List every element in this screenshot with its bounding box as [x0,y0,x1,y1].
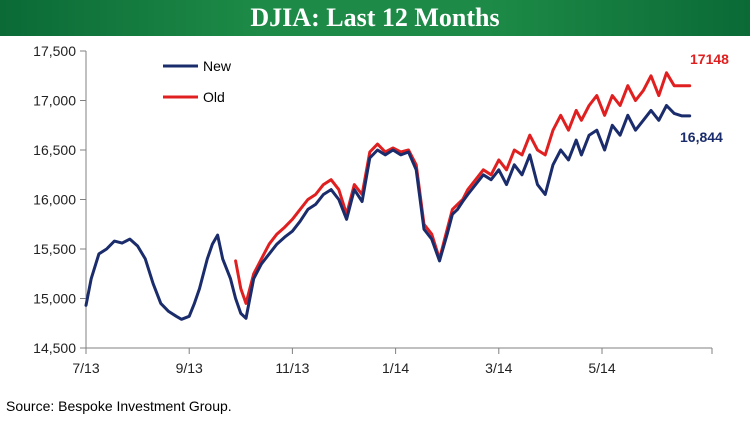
chart-title: DJIA: Last 12 Months [0,0,750,36]
series-group [84,71,692,321]
legend-label-old: Old [203,89,225,105]
x-tick-label: 3/14 [485,360,512,376]
legend-label-new: New [203,58,232,74]
y-tick-label: 15,500 [33,241,76,257]
y-tick-label: 16,000 [33,192,76,208]
end-label-old: 17148 [690,51,729,67]
x-tick-label: 5/14 [588,360,615,376]
y-tick-label: 16,500 [33,142,76,158]
series-line-new [84,104,692,321]
x-tick-label: 9/13 [176,360,203,376]
source-note: Source: Bespoke Investment Group. [6,398,232,414]
series-line-old [234,71,692,305]
y-axis-group: 14,500 15,000 15,500 16,000 16,500 17,000 17,5… [33,43,87,356]
x-tick-label: 1/14 [382,360,409,376]
x-axis-group: 7/13 9/13 11/13 1/14 3/14 5/14 [72,347,713,376]
y-tick-label: 15,000 [33,291,76,307]
y-tick-label: 14,500 [33,340,76,356]
legend: New Old [163,58,232,105]
y-tick-label: 17,000 [33,93,76,109]
annotations: 17148 16,844 [680,51,729,145]
end-label-new: 16,844 [680,129,723,145]
x-tick-label: 11/13 [275,360,309,376]
x-tick-label: 7/13 [72,360,99,376]
y-tick-label: 17,500 [33,43,76,59]
